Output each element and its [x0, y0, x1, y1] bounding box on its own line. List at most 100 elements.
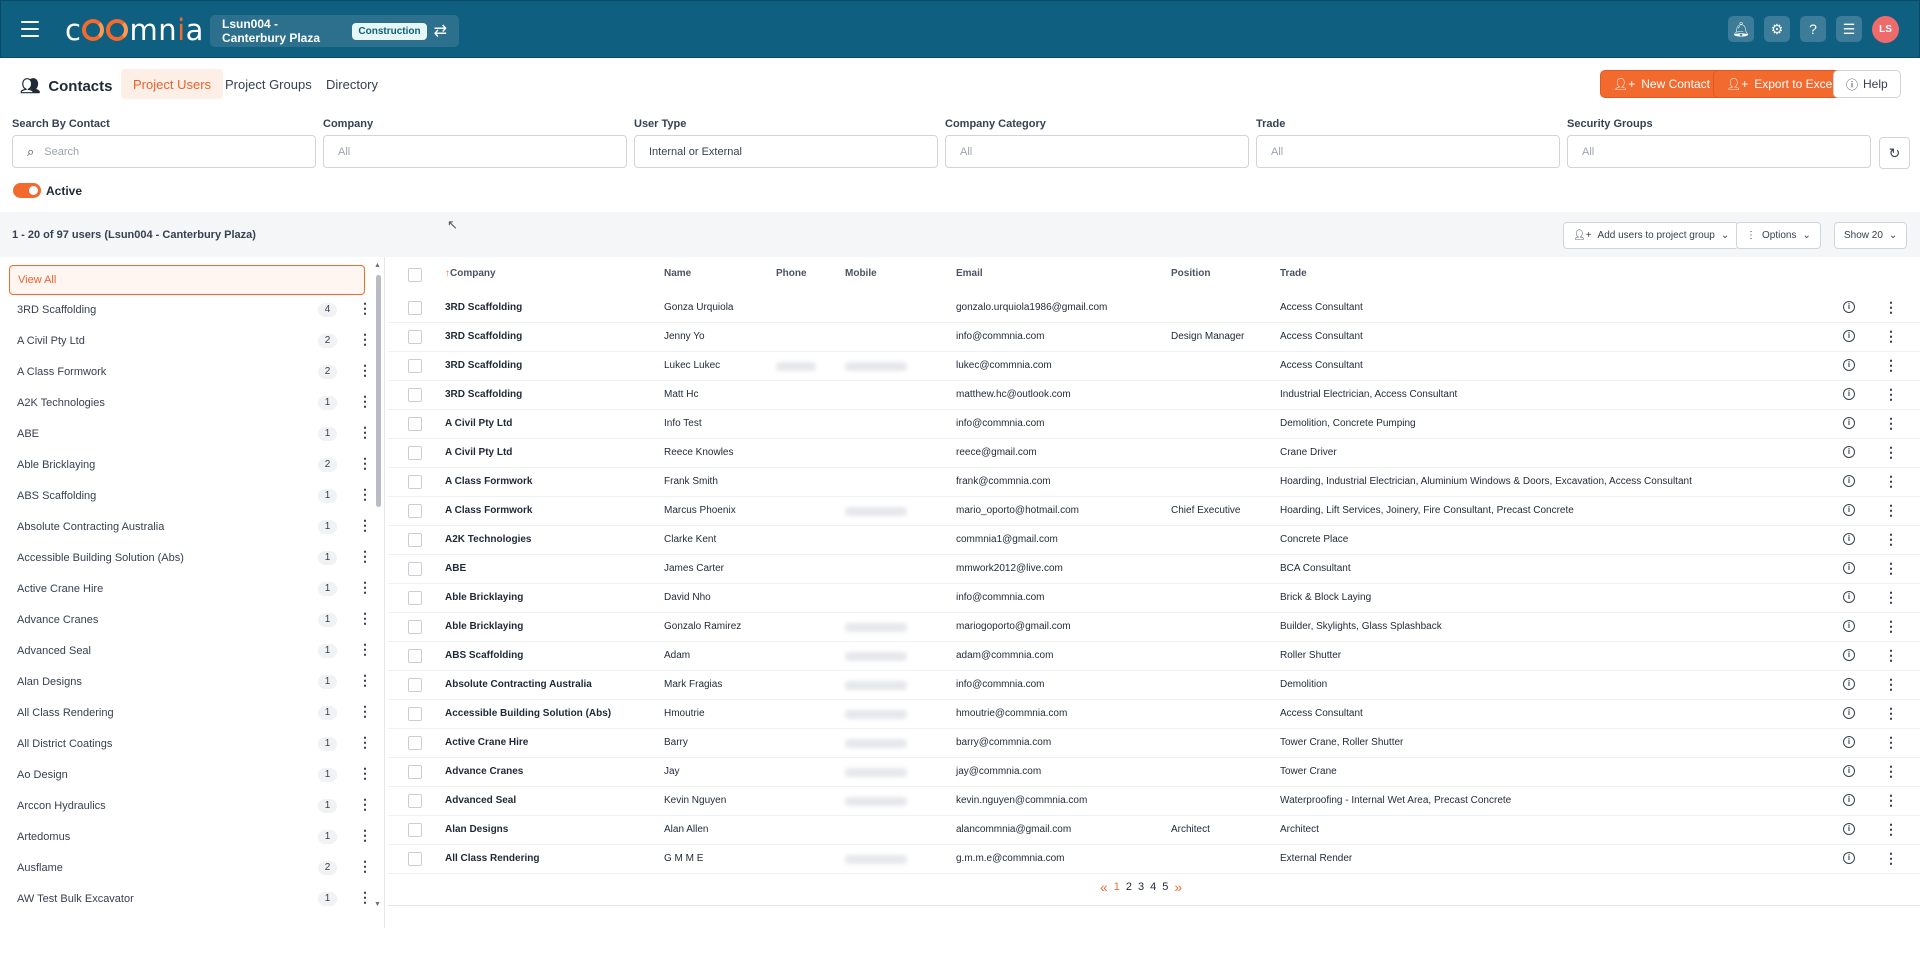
info-icon[interactable]: i: [1843, 533, 1855, 545]
column-header-email[interactable]: Email: [956, 268, 983, 279]
kebab-icon[interactable]: ⋮: [358, 517, 372, 533]
kebab-icon[interactable]: ⋮: [358, 858, 372, 874]
commnia-logo[interactable]: c mn i a: [65, 13, 204, 47]
table-row[interactable]: A Civil Pty Ltd Reece Knowles reece@gmail.…: [388, 439, 1920, 468]
new-contact-button[interactable]: 👤︎+ New Contact: [1600, 70, 1723, 98]
column-header-company[interactable]: ↑Company: [445, 268, 496, 279]
table-row[interactable]: ABE James Carter mmwork2012@live.com BCA Co…: [388, 555, 1920, 584]
page-number[interactable]: 2: [1125, 881, 1133, 893]
row-checkbox[interactable]: [408, 359, 422, 373]
kebab-icon[interactable]: ⋮: [1884, 473, 1898, 489]
sidebar-item[interactable]: A Class Formwork 2 ⋮: [9, 358, 372, 386]
scroll-up-arrow[interactable]: ▲: [374, 262, 381, 269]
row-checkbox[interactable]: [408, 823, 422, 837]
kebab-icon[interactable]: ⋮: [1884, 444, 1898, 460]
company-select[interactable]: All: [323, 135, 627, 168]
tab-project-users[interactable]: Project Users: [121, 69, 224, 99]
help-button[interactable]: ⓘ Help: [1833, 70, 1901, 98]
kebab-icon[interactable]: ⋮: [1884, 850, 1898, 866]
kebab-icon[interactable]: ⋮: [358, 331, 372, 347]
table-row[interactable]: 3RD Scaffolding Jenny Yo info@commnia.com D…: [388, 323, 1920, 352]
gear-icon[interactable]: ⚙: [1764, 16, 1790, 42]
kebab-icon[interactable]: ⋮: [1884, 560, 1898, 576]
info-icon[interactable]: i: [1843, 504, 1855, 516]
sidebar-item[interactable]: 3RD Scaffolding 4 ⋮: [9, 296, 372, 324]
info-icon[interactable]: i: [1843, 823, 1855, 835]
row-checkbox[interactable]: [408, 533, 422, 547]
sidebar-item[interactable]: All Class Rendering 1 ⋮: [9, 699, 372, 727]
table-row[interactable]: 3RD Scaffolding Lukec Lukec lukec@commnia.…: [388, 352, 1920, 381]
sidebar-item[interactable]: A2K Technologies 1 ⋮: [9, 389, 372, 417]
row-checkbox[interactable]: [408, 475, 422, 489]
kebab-icon[interactable]: ⋮: [1884, 531, 1898, 547]
sidebar-item[interactable]: Accessible Building Solution (Abs) 1 ⋮: [9, 544, 372, 572]
sidebar-item[interactable]: Ao Design 1 ⋮: [9, 761, 372, 789]
page-number[interactable]: 1: [1113, 881, 1120, 893]
info-icon[interactable]: i: [1843, 330, 1855, 342]
kebab-icon[interactable]: ⋮: [1884, 299, 1898, 315]
kebab-icon[interactable]: ⋮: [1884, 357, 1898, 373]
sidebar-item[interactable]: ABS Scaffolding 1 ⋮: [9, 482, 372, 510]
row-checkbox[interactable]: [408, 794, 422, 808]
row-checkbox[interactable]: [408, 301, 422, 315]
table-row[interactable]: Able Bricklaying Gonzalo Ramirez mariogopo…: [388, 613, 1920, 642]
row-checkbox[interactable]: [408, 504, 422, 518]
sidebar-item[interactable]: Arccon Hydraulics 1 ⋮: [9, 792, 372, 820]
export-excel-button[interactable]: 👤︎+ Export to Excel: [1713, 70, 1848, 98]
sidebar-scrollbar[interactable]: [376, 275, 381, 507]
kebab-icon[interactable]: ⋮: [358, 889, 372, 905]
tab-directory[interactable]: Directory: [326, 76, 379, 92]
kebab-icon[interactable]: ⋮: [358, 579, 372, 595]
table-row[interactable]: 3RD Scaffolding Gonza Urquiola gonzalo.urq…: [388, 294, 1920, 323]
kebab-icon[interactable]: ⋮: [1884, 618, 1898, 634]
table-row[interactable]: A Class Formwork Frank Smith frank@commnia…: [388, 468, 1920, 497]
sidebar-item[interactable]: Artedomus 1 ⋮: [9, 823, 372, 851]
kebab-icon[interactable]: ⋮: [358, 827, 372, 843]
table-row[interactable]: A Class Formwork Marcus Phoenix mario_opor…: [388, 497, 1920, 526]
table-row[interactable]: 3RD Scaffolding Matt Hc matthew.hc@outlook…: [388, 381, 1920, 410]
search-input[interactable]: ⌕ Search: [12, 135, 316, 168]
kebab-icon[interactable]: ⋮: [358, 486, 372, 502]
column-header-phone[interactable]: Phone: [776, 268, 807, 279]
kebab-icon[interactable]: ⋮: [1884, 328, 1898, 344]
table-row[interactable]: Advance Cranes Jay jay@commnia.com Tower Cr…: [388, 758, 1920, 787]
project-switcher[interactable]: Lsun004 - Canterbury Plaza Construction …: [210, 15, 459, 47]
sidebar-item[interactable]: ABE 1 ⋮: [9, 420, 372, 448]
info-icon[interactable]: i: [1843, 359, 1855, 371]
sidebar-item[interactable]: Advance Cranes 1 ⋮: [9, 606, 372, 634]
page-number[interactable]: 4: [1150, 881, 1157, 893]
info-icon[interactable]: i: [1843, 707, 1855, 719]
kebab-icon[interactable]: ⋮: [1884, 705, 1898, 721]
row-checkbox[interactable]: [408, 649, 422, 663]
sidebar-item[interactable]: AW Test Bulk Excavator 1 ⋮: [9, 885, 372, 913]
info-icon[interactable]: i: [1843, 562, 1855, 574]
kebab-icon[interactable]: ⋮: [1884, 763, 1898, 779]
info-icon[interactable]: i: [1843, 852, 1855, 864]
table-row[interactable]: All Class Rendering G M M E g.m.m.e@commni…: [388, 845, 1920, 874]
kebab-icon[interactable]: ⋮: [358, 300, 372, 316]
row-checkbox[interactable]: [408, 591, 422, 605]
row-checkbox[interactable]: [408, 417, 422, 431]
menu-icon[interactable]: [21, 21, 39, 37]
kebab-icon[interactable]: ⋮: [358, 703, 372, 719]
server-icon[interactable]: ☰: [1836, 16, 1862, 42]
table-row[interactable]: Advanced Seal Kevin Nguyen kevin.nguyen@co…: [388, 787, 1920, 816]
user-type-select[interactable]: Internal or External: [634, 135, 938, 168]
company-category-select[interactable]: All: [945, 135, 1249, 168]
row-checkbox[interactable]: [408, 765, 422, 779]
refresh-icon[interactable]: ↻: [1879, 137, 1910, 169]
kebab-icon[interactable]: ⋮: [358, 734, 372, 750]
column-header-position[interactable]: Position: [1171, 268, 1211, 279]
info-icon[interactable]: i: [1843, 301, 1855, 313]
page-size-select[interactable]: Show 20 ⌄: [1834, 222, 1908, 249]
info-icon[interactable]: i: [1843, 417, 1855, 429]
info-icon[interactable]: i: [1843, 649, 1855, 661]
kebab-icon[interactable]: ⋮: [1884, 734, 1898, 750]
kebab-icon[interactable]: ⋮: [358, 424, 372, 440]
info-icon[interactable]: i: [1843, 591, 1855, 603]
table-row[interactable]: Alan Designs Alan Allen alancommnia@gmail.…: [388, 816, 1920, 845]
tab-project-groups[interactable]: Project Groups: [225, 76, 312, 92]
help-icon[interactable]: ?: [1800, 16, 1826, 42]
column-header-trade[interactable]: Trade: [1280, 268, 1307, 279]
info-icon[interactable]: i: [1843, 388, 1855, 400]
